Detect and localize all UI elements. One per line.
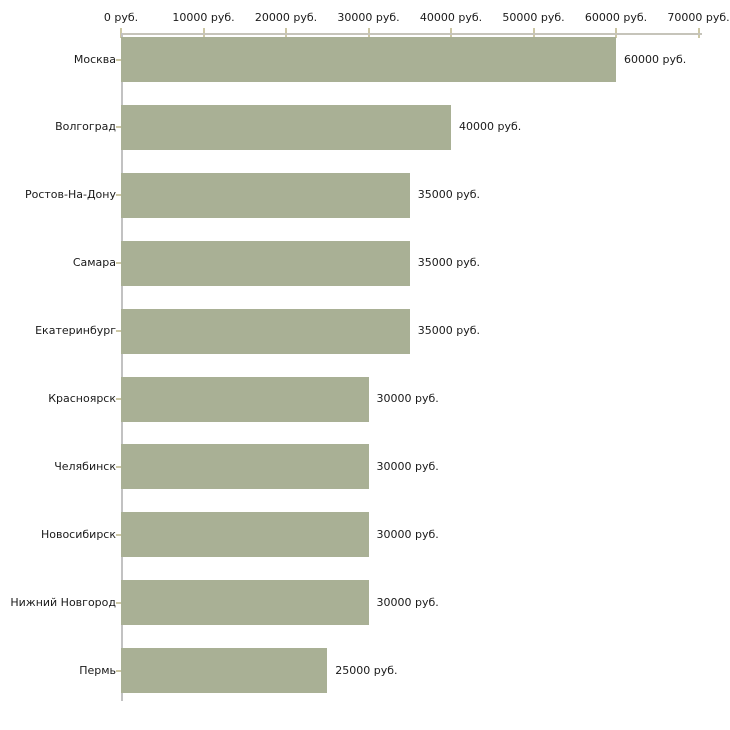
value-label: 60000 руб. xyxy=(624,52,687,66)
y-axis-tick-mark xyxy=(116,465,121,468)
category-label: Челябинск xyxy=(54,459,116,473)
value-label: 30000 руб. xyxy=(376,527,439,541)
bar xyxy=(121,648,328,694)
x-axis-tick-label: 30000 руб. xyxy=(337,11,400,24)
y-axis-tick-mark xyxy=(116,330,121,333)
bar xyxy=(121,308,410,354)
bar xyxy=(121,376,369,422)
x-axis-tick-label: 60000 руб. xyxy=(584,11,648,24)
value-label: 30000 руб. xyxy=(376,392,439,405)
y-axis-tick-mark xyxy=(116,533,121,536)
x-axis-tick-label: 10000 руб. xyxy=(172,11,235,24)
y-axis-tick-mark xyxy=(116,398,121,400)
y-axis-line xyxy=(121,33,123,701)
category-label: Красноярск xyxy=(48,392,116,405)
category-label: Нижний Новгород xyxy=(10,595,116,609)
bar xyxy=(121,580,369,626)
value-label: 35000 руб. xyxy=(417,256,481,270)
value-label: 35000 руб. xyxy=(417,188,481,202)
value-label: 30000 руб. xyxy=(376,459,439,473)
x-axis-tick-label: 70000 руб. xyxy=(667,11,730,24)
category-label: Новосибирск xyxy=(40,527,116,541)
value-label: 40000 руб. xyxy=(459,120,522,134)
bar xyxy=(121,240,410,286)
category-label: Екатеринбург xyxy=(35,324,116,338)
y-axis-tick-mark xyxy=(116,601,121,604)
x-axis-line xyxy=(121,33,702,35)
category-label: Ростов-На-Дону xyxy=(24,188,116,202)
y-axis-tick-mark xyxy=(116,194,121,197)
category-label: Пермь xyxy=(79,663,116,677)
y-axis-tick-mark xyxy=(116,126,121,129)
bar xyxy=(121,172,410,218)
y-axis-tick-mark xyxy=(116,669,121,672)
bar xyxy=(121,512,369,558)
x-axis-tick-label: 40000 руб. xyxy=(419,11,483,24)
y-axis-tick-mark xyxy=(116,58,121,61)
category-label: Москва xyxy=(73,52,116,66)
value-label: 35000 руб. xyxy=(417,324,481,338)
x-axis-tick-label: 20000 руб. xyxy=(254,11,318,24)
value-label: 25000 руб. xyxy=(335,663,398,677)
x-axis-tick-label: 0 руб. xyxy=(103,11,139,24)
bar xyxy=(121,104,451,150)
bar xyxy=(121,444,369,490)
y-axis-tick-mark xyxy=(116,262,121,265)
category-label: Самара xyxy=(72,256,116,270)
category-label: Волгоград xyxy=(55,120,116,134)
bar xyxy=(121,37,616,82)
x-axis-tick-label: 50000 руб. xyxy=(502,11,565,24)
value-label: 30000 руб. xyxy=(376,595,439,609)
